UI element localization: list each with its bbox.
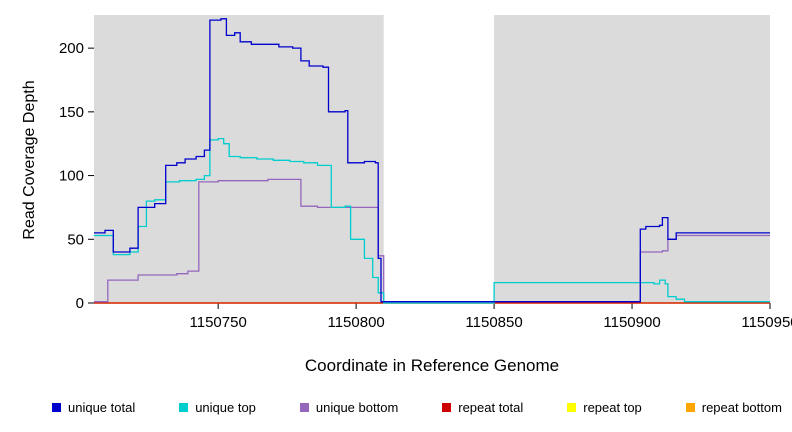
y-tick-label: 100 [59, 168, 84, 185]
legend-item-unique-total: unique total [52, 400, 135, 415]
legend: unique total unique top unique bottom repea… [52, 400, 782, 415]
legend-swatch-icon [299, 403, 309, 412]
legend-label: repeat bottom [701, 400, 782, 415]
legend-label: unique total [68, 400, 136, 415]
y-tick-label: 200 [59, 40, 84, 57]
legend-item-unique-bottom: unique bottom [299, 400, 399, 415]
legend-swatch-icon [52, 403, 61, 412]
series-line-unique-bottom [94, 178, 770, 304]
legend-label: repeat total [458, 400, 524, 415]
x-tick-label: 1150850 [465, 314, 522, 331]
x-tick-label: 1150750 [190, 314, 247, 331]
legend-item-repeat-top: repeat top [567, 400, 642, 415]
legend-item-repeat-bottom: repeat bottom [685, 400, 782, 415]
x-tick-label: 1150800 [327, 314, 384, 331]
x-tick-label: 1150900 [603, 314, 660, 331]
y-axis-title: Read Coverage Depth [21, 80, 38, 240]
legend-label: repeat top [583, 400, 642, 415]
y-tick-label: 150 [59, 104, 84, 121]
series-line-unique-total [94, 18, 770, 303]
legend-item-unique-top: unique top [179, 400, 256, 415]
legend-item-repeat-total: repeat total [442, 400, 523, 415]
legend-label: unique bottom [315, 400, 399, 415]
masked-region [383, 15, 495, 303]
legend-swatch-icon [567, 403, 577, 412]
legend-swatch-icon [442, 403, 452, 412]
y-tick-label: 0 [76, 295, 84, 312]
y-tick-label: 50 [67, 231, 84, 248]
legend-swatch-icon [685, 403, 695, 412]
legend-label: unique top [195, 400, 256, 415]
x-axis-title: Coordinate in Reference Genome [304, 356, 560, 375]
legend-swatch-icon [179, 403, 189, 412]
